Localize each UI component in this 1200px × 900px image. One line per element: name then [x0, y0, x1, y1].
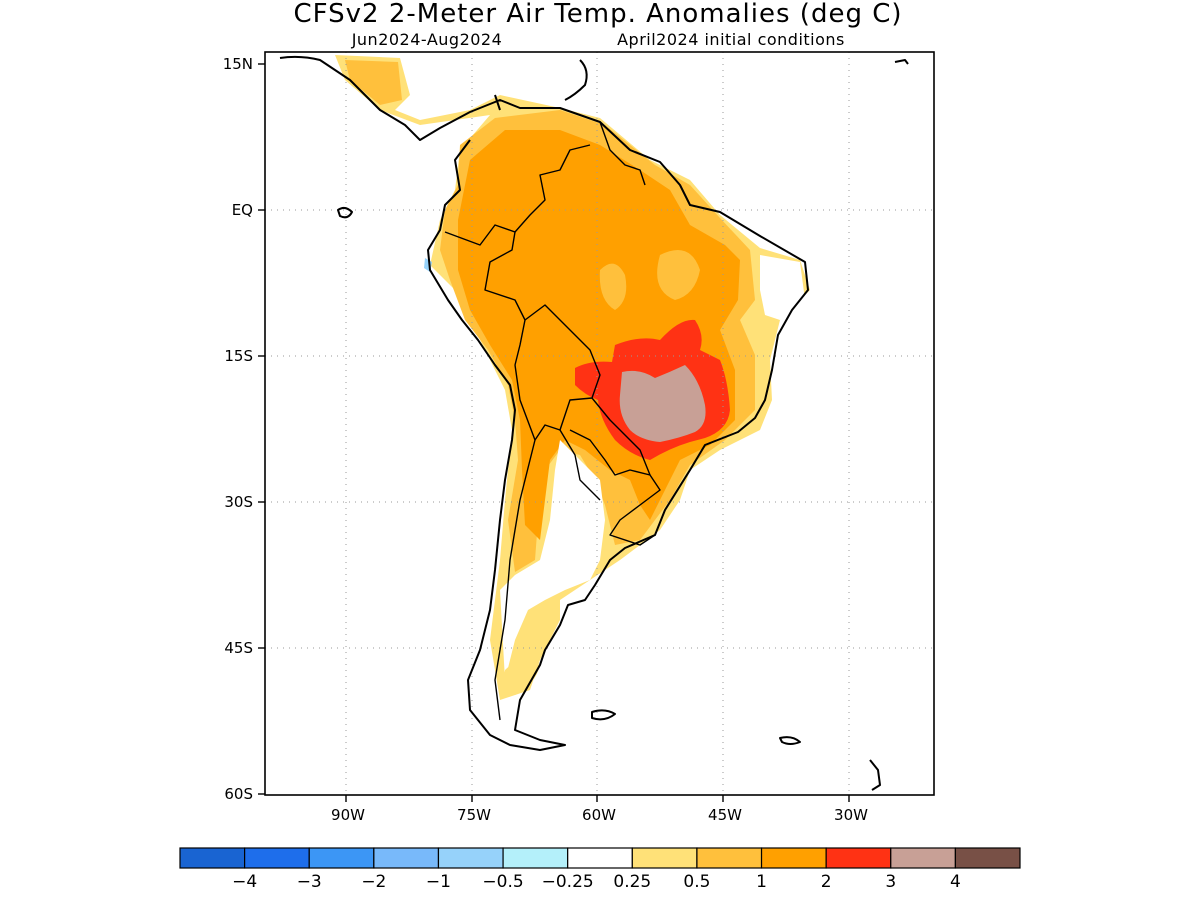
anomaly-3-4: [619, 365, 706, 442]
longitude-labels: 90W 75W 60W 45W 30W: [331, 806, 868, 824]
lon-label: 30W: [834, 806, 868, 824]
colorbar-swatch: [308, 847, 375, 869]
colorbar-swatch: [373, 847, 440, 869]
colorbar-swatch: [825, 847, 892, 869]
lat-label: 30S: [224, 493, 253, 511]
latitude-labels: 15N EQ 15S 30S 45S 60S: [223, 55, 253, 803]
coastlines: [279, 55, 909, 791]
near-normal-south: [500, 440, 605, 680]
colorbar-label: 2: [821, 872, 832, 892]
anomaly-patagonia-patch: [503, 661, 540, 695]
colorbar-label: −1: [426, 872, 451, 892]
colorbar-label: −0.5: [482, 872, 523, 892]
lon-label: 60W: [582, 806, 616, 824]
colorbar-swatch: [502, 847, 569, 869]
lat-label: EQ: [232, 201, 253, 219]
colorbar-label: −4: [232, 872, 257, 892]
lat-label: 15S: [224, 347, 253, 365]
initial-conditions: April2024 initial conditions: [617, 30, 845, 49]
colorbar-swatch: [890, 847, 956, 869]
colorbar-swatch: [954, 847, 1021, 869]
figure-title: CFSv2 2-Meter Air Temp. Anomalies (deg C…: [293, 0, 902, 29]
lat-label: 60S: [224, 785, 253, 803]
colorbar-label: 0.25: [613, 872, 651, 892]
colorbar-label: 0.5: [683, 872, 710, 892]
lon-label: 90W: [331, 806, 365, 824]
colorbar-swatch: [760, 847, 827, 869]
colorbar-swatch: [244, 847, 310, 869]
colorbar-swatch: [179, 847, 246, 869]
lat-label: 15N: [223, 55, 253, 73]
lat-label: 45S: [224, 639, 253, 657]
anomaly-interior-patch: [599, 250, 700, 310]
map-area: [265, 52, 934, 795]
near-normal-east: [760, 255, 805, 320]
colorbar-swatch: [567, 847, 633, 869]
lon-label: 75W: [457, 806, 491, 824]
axis-ticks: [258, 63, 850, 802]
forecast-period: Jun2024-Aug2024: [351, 30, 503, 49]
colorbar-swatch: [631, 847, 698, 869]
anomaly-shading: [335, 55, 810, 700]
map-frame: [264, 51, 935, 796]
colorbar-label: −2: [361, 872, 386, 892]
colorbar-label: 3: [885, 872, 896, 892]
colorbar: −4 −3 −2 −1 −0.5 −0.25 0.25 0.5 1 2 3 4: [179, 847, 1021, 892]
country-borders: [444, 121, 661, 721]
colorbar-swatch: [437, 847, 504, 869]
colorbar-label: −0.25: [542, 872, 594, 892]
colorbar-label: 4: [950, 872, 961, 892]
colorbar-label: 1: [756, 872, 767, 892]
colorbar-label: −3: [297, 872, 322, 892]
lon-label: 45W: [708, 806, 742, 824]
colorbar-swatch: [696, 847, 763, 869]
